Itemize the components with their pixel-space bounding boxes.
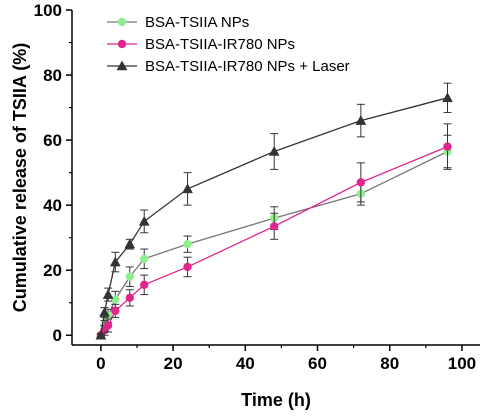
legend-item-3: BSA-TSIIA-IR780 NPs + Laser (107, 58, 350, 75)
legend-marker (117, 39, 127, 49)
legend-label: BSA-TSIIA-IR780 NPs (145, 36, 295, 53)
y-tick-label: 0 (53, 326, 62, 345)
data-point (443, 142, 452, 151)
series-line (100, 146, 448, 336)
data-point (356, 178, 366, 187)
series-line (100, 150, 448, 336)
series-3 (95, 82, 453, 340)
x-tick-label: 40 (236, 354, 255, 373)
y-axis-title: Cumulative release of TSIIA (%) (10, 43, 30, 312)
legend-marker (116, 60, 128, 71)
data-point (182, 183, 193, 194)
x-tick-label: 60 (308, 354, 327, 373)
legend: BSA-TSIIA NPs BSA-TSIIA-IR780 NPs BSA-TSII… (107, 14, 350, 75)
x-axis-title: Time (h) (241, 390, 311, 410)
data-point (95, 329, 107, 340)
x-tick-label: 100 (448, 354, 476, 373)
data-point (268, 145, 280, 156)
y-tick-label: 60 (43, 131, 62, 150)
series-line (100, 97, 448, 336)
data-point (125, 272, 134, 281)
legend-item-2: BSA-TSIIA-IR780 NPs (107, 36, 295, 53)
data-point (102, 289, 114, 299)
y-tick-label: 100 (34, 1, 62, 20)
data-point (111, 295, 120, 304)
data-point (111, 306, 120, 316)
data-point (125, 293, 134, 303)
legend-item-1: BSA-TSIIA NPs (107, 14, 249, 31)
x-tick-label: 80 (380, 354, 399, 373)
series-layer (95, 82, 453, 340)
y-tick-label: 40 (43, 196, 62, 215)
x-tick-label: 0 (96, 354, 105, 373)
data-point (355, 115, 367, 125)
data-point (99, 306, 110, 317)
data-point (183, 262, 192, 272)
legend-marker (117, 17, 127, 27)
data-point (140, 280, 149, 290)
x-axis: 0 20 40 60 80 100 (96, 345, 476, 373)
y-tick-label: 80 (43, 66, 62, 85)
legend-label: BSA-TSIIA NPs (145, 14, 249, 31)
data-point (269, 222, 279, 231)
data-point (138, 215, 150, 226)
data-point (183, 239, 192, 249)
data-point (103, 321, 113, 330)
plot-frame (71, 10, 480, 346)
data-point (442, 92, 453, 103)
data-point (109, 256, 121, 267)
legend-label: BSA-TSIIA-IR780 NPs + Laser (145, 58, 350, 75)
data-point (140, 254, 149, 264)
data-point (124, 238, 136, 249)
y-tick-label: 20 (43, 261, 62, 280)
y-axis: 0 20 40 60 80 100 (34, 1, 72, 345)
x-tick-label: 20 (164, 354, 183, 373)
